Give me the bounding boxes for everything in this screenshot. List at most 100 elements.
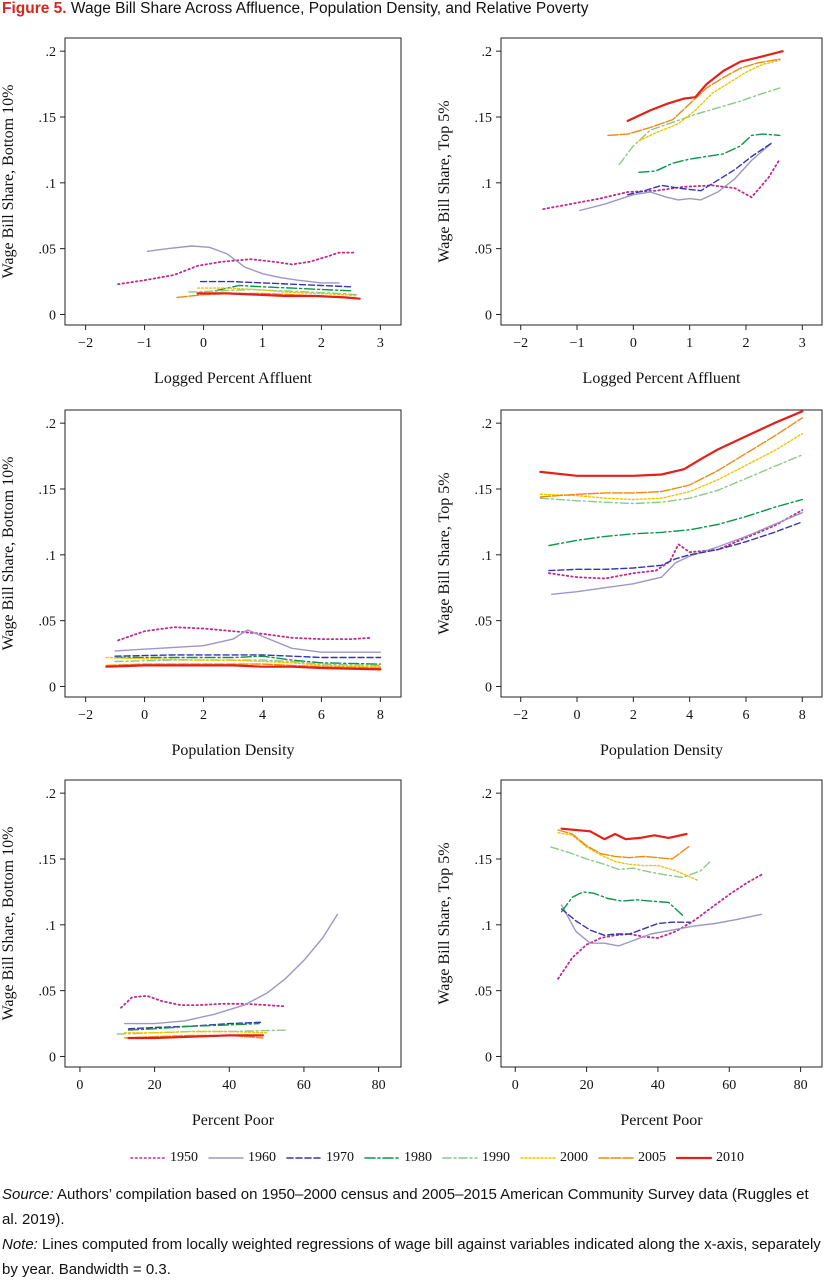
x-tick-label: 0 xyxy=(141,708,148,723)
x-tick-label: 1 xyxy=(259,336,266,351)
y-tick-label: .2 xyxy=(46,45,57,60)
x-tick-label: −2 xyxy=(513,708,528,723)
y-tick-label: .05 xyxy=(39,615,57,630)
chart-panel-1: 0 .05 .1 .15 .2 −2 −1 0 1 2 3 Logged Percent Afflue… xyxy=(0,37,402,387)
x-tick-label: 4 xyxy=(259,708,266,723)
y-tick-label: .2 xyxy=(482,787,493,802)
series-line-1980 xyxy=(114,655,382,665)
legend-swatch xyxy=(442,1157,478,1159)
legend: 1950 1960 1970 1980 1990 2000 2005 2010 xyxy=(130,1148,770,1168)
y-tick-label: .1 xyxy=(482,549,493,564)
series-line-2010 xyxy=(560,827,688,841)
x-tick-label: 8 xyxy=(377,708,384,723)
series-line-2010 xyxy=(626,50,784,123)
x-tick-label: 0 xyxy=(200,336,207,351)
source-note: Source: Authors’ compilation based on 19… xyxy=(2,1182,822,1232)
y-tick-label: .15 xyxy=(39,483,57,498)
series-line-1960 xyxy=(123,913,339,1025)
figure-label: Figure 5. xyxy=(2,0,67,17)
y-tick-label: .2 xyxy=(482,417,493,432)
source-label: Source: xyxy=(2,1186,54,1203)
legend-item-1980: 1980 xyxy=(364,1148,432,1168)
x-axis-label: Logged Percent Affluent xyxy=(583,370,741,387)
y-tick-label: .15 xyxy=(475,111,493,126)
series-line-1980 xyxy=(638,133,781,174)
legend-label: 2005 xyxy=(638,1150,666,1165)
legend-label: 1960 xyxy=(248,1150,276,1165)
legend-label: 1950 xyxy=(170,1150,198,1165)
series-line-2005 xyxy=(607,58,781,137)
y-tick-label: 0 xyxy=(485,1050,492,1065)
y-tick-label: .05 xyxy=(475,985,493,1000)
x-tick-label: 6 xyxy=(742,708,749,723)
legend-item-2000: 2000 xyxy=(520,1148,588,1168)
x-tick-label: 20 xyxy=(148,1078,162,1093)
legend-swatch xyxy=(364,1157,400,1159)
y-axis-label: Wage Bill Share, Bottom 10% xyxy=(0,85,17,279)
x-tick-label: 4 xyxy=(686,708,693,723)
x-tick-label: −1 xyxy=(137,336,152,351)
x-tick-label: 2 xyxy=(200,708,207,723)
plot-frame xyxy=(64,779,402,1068)
y-tick-label: 0 xyxy=(49,680,56,695)
x-tick-label: −2 xyxy=(513,336,528,351)
x-tick-label: 20 xyxy=(580,1078,594,1093)
y-tick-label: .05 xyxy=(39,243,57,258)
y-axis-label: Wage Bill Share, Top 5% xyxy=(436,472,453,634)
y-tick-label: .2 xyxy=(46,417,57,432)
chart-panel-3: 0 .05 .1 .15 .2 −2 0 2 4 6 8 Population Density Wage… xyxy=(0,409,402,759)
legend-item-1990: 1990 xyxy=(442,1148,510,1168)
chart-panel-5: 0 .05 .1 .15 .2 0 20 40 60 80 Percent Poor Wage Bil… xyxy=(0,779,402,1129)
series-line-2000 xyxy=(557,832,698,881)
source-text: Authors’ compilation based on 1950–2000 … xyxy=(2,1186,809,1228)
series-line-2000 xyxy=(638,59,781,142)
x-tick-label: 3 xyxy=(799,336,806,351)
x-tick-label: −1 xyxy=(570,336,585,351)
series-line-1960 xyxy=(146,245,340,284)
chart-panel-6: 0 .05 .1 .15 .2 0 20 40 60 80 Percent Poor Wage Bil… xyxy=(436,779,823,1129)
x-axis-label: Population Density xyxy=(171,742,294,759)
x-tick-label: 0 xyxy=(76,1078,83,1093)
series-line-1960 xyxy=(579,142,772,212)
series-line-2010 xyxy=(539,410,804,477)
legend-label: 1980 xyxy=(404,1150,432,1165)
series-line-1980 xyxy=(560,891,684,917)
legend-swatch xyxy=(208,1157,244,1159)
y-axis-label: Wage Bill Share, Top 5% xyxy=(436,842,453,1004)
series-line-1950 xyxy=(542,158,781,211)
legend-item-2010: 2010 xyxy=(676,1148,744,1168)
series-line-2010 xyxy=(196,292,361,300)
series-line-1950 xyxy=(548,509,804,580)
series-line-1950 xyxy=(117,251,355,286)
y-tick-label: .1 xyxy=(482,919,493,934)
y-axis-label: Wage Bill Share, Bottom 10% xyxy=(0,457,17,651)
series-line-1970 xyxy=(560,908,691,936)
x-tick-label: 60 xyxy=(722,1078,736,1093)
y-tick-label: 0 xyxy=(49,1050,56,1065)
chart-panel-4: 0 .05 .1 .15 .2 −2 0 2 4 6 8 Population Density Wage… xyxy=(436,409,823,759)
x-axis-label: Population Density xyxy=(600,742,723,759)
plot-frame xyxy=(64,409,402,698)
series-line-2005 xyxy=(557,829,691,860)
legend-label: 2010 xyxy=(716,1150,744,1165)
series-line-1980 xyxy=(548,498,803,547)
x-tick-label: 0 xyxy=(630,336,637,351)
method-note: Note: Lines computed from locally weight… xyxy=(2,1232,822,1282)
y-tick-label: .15 xyxy=(39,853,57,868)
y-tick-label: .15 xyxy=(475,483,493,498)
x-tick-label: 60 xyxy=(297,1078,311,1093)
series-line-2010 xyxy=(105,664,382,671)
series-line-1970 xyxy=(548,521,803,572)
y-tick-label: .15 xyxy=(475,853,493,868)
note-label: Note: xyxy=(2,1236,38,1253)
series-line-2010 xyxy=(127,1034,264,1040)
series-line-1990 xyxy=(116,1029,286,1035)
series-line-1970 xyxy=(199,280,352,288)
series-line-2000 xyxy=(123,1030,268,1034)
plot-frame xyxy=(500,37,823,326)
x-axis-label: Logged Percent Affluent xyxy=(154,370,312,387)
y-axis-label: Wage Bill Share, Bottom 10% xyxy=(0,827,17,1021)
series-line-1990 xyxy=(539,454,803,505)
series-line-1960 xyxy=(560,904,763,947)
figure-title-text: Wage Bill Share Across Affluence, Popula… xyxy=(70,0,589,17)
